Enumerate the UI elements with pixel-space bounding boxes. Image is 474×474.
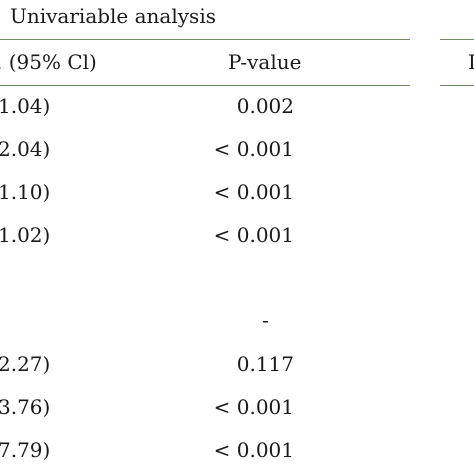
header-rule-right — [440, 39, 474, 40]
univariable-analysis-header: Univariable analysis — [10, 4, 216, 28]
ci-header-prefix: . — [0, 50, 2, 74]
p-value-column-header: P-value — [228, 50, 302, 74]
row-3-p-value: < 0.001 — [213, 180, 294, 204]
row-6-p-value: 0.117 — [236, 352, 294, 376]
row-4-ci: 1.02) — [0, 223, 51, 247]
column-header-rule-left — [0, 85, 410, 86]
ci-header-label: (95% Cl) — [8, 50, 97, 74]
row-7-ci: 3.76) — [0, 395, 51, 419]
column-header-rule-right — [440, 85, 474, 86]
header-rule-left — [0, 39, 410, 40]
ci-column-header: . (95% Cl) — [0, 50, 97, 74]
row-1-ci: 1.04) — [0, 94, 51, 118]
clipped-column-header: I — [468, 50, 474, 74]
row-3-ci: 1.10) — [0, 180, 51, 204]
row-8-p-value: < 0.001 — [213, 438, 294, 462]
row-1-p-value: 0.002 — [236, 94, 294, 118]
row-5-p-value: - — [262, 308, 269, 332]
row-6-ci: 2.27) — [0, 352, 51, 376]
row-7-p-value: < 0.001 — [213, 395, 294, 419]
row-2-ci: 2.04) — [0, 137, 51, 161]
row-8-ci: 7.79) — [0, 438, 51, 462]
row-4-p-value: < 0.001 — [213, 223, 294, 247]
row-2-p-value: < 0.001 — [213, 137, 294, 161]
